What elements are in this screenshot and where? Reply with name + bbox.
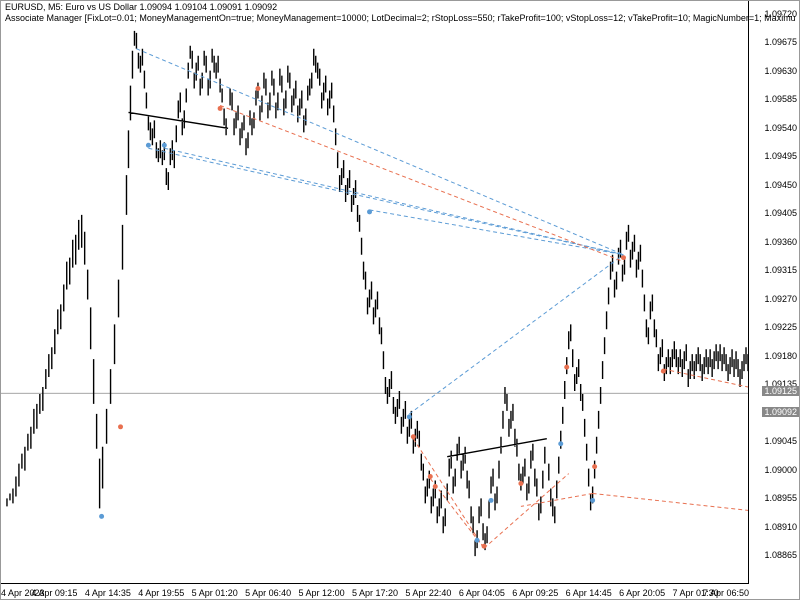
x-tick-label: 4 Apr 14:35	[85, 588, 131, 598]
y-tick-label: 1.09360	[764, 237, 797, 247]
chart-header: EURUSD, M5: Euro vs US Dollar 1.09094 1.…	[1, 1, 799, 25]
y-tick-label: 1.09000	[764, 465, 797, 475]
x-tick-label: 5 Apr 06:40	[245, 588, 291, 598]
y-tick-label: 1.09405	[764, 208, 797, 218]
chart-svg	[1, 1, 748, 583]
y-tick-label: 1.08910	[764, 522, 797, 532]
y-tick-label: 1.08955	[764, 493, 797, 503]
y-tick-label: 1.08865	[764, 550, 797, 560]
y-tick-label: 1.09630	[764, 66, 797, 76]
x-tick-label: 5 Apr 01:20	[192, 588, 238, 598]
x-tick-label: 5 Apr 12:00	[299, 588, 345, 598]
price-tag: 1.09092	[762, 407, 799, 417]
price-tag: 1.09125	[762, 386, 799, 396]
y-tick-label: 1.09450	[764, 180, 797, 190]
x-tick-label: 6 Apr 14:45	[566, 588, 612, 598]
y-tick-label: 1.09225	[764, 322, 797, 332]
x-tick-label: 4 Apr 09:15	[31, 588, 77, 598]
symbol-info: EURUSD, M5: Euro vs US Dollar 1.09094 1.…	[5, 2, 795, 13]
y-tick-label: 1.09045	[764, 436, 797, 446]
chart-window: EURUSD, M5: Euro vs US Dollar 1.09094 1.…	[0, 0, 800, 600]
y-tick-label: 1.09270	[764, 294, 797, 304]
x-tick-label: 7 Apr 06:50	[703, 588, 749, 598]
x-tick-label: 4 Apr 19:55	[138, 588, 184, 598]
x-tick-label: 6 Apr 09:25	[512, 588, 558, 598]
x-tick-label: 6 Apr 04:05	[459, 588, 505, 598]
x-tick-label: 5 Apr 17:20	[352, 588, 398, 598]
plot-area[interactable]	[1, 1, 749, 584]
x-axis: 4 Apr 20234 Apr 09:154 Apr 14:354 Apr 19…	[1, 584, 749, 599]
y-axis: 1.08865 1.08910 1.08955 1.09000 1.09045 1.090…	[749, 1, 799, 584]
y-tick-label: 1.09315	[764, 265, 797, 275]
y-tick-label: 1.09675	[764, 37, 797, 47]
x-tick-label: 5 Apr 22:40	[405, 588, 451, 598]
ea-settings: Associate Manager [FixLot=0.01; MoneyMan…	[5, 13, 795, 24]
y-tick-label: 1.09540	[764, 123, 797, 133]
y-tick-label: 1.09495	[764, 151, 797, 161]
y-tick-label: 1.09180	[764, 351, 797, 361]
y-tick-label: 1.09585	[764, 94, 797, 104]
x-tick-label: 6 Apr 20:05	[619, 588, 665, 598]
